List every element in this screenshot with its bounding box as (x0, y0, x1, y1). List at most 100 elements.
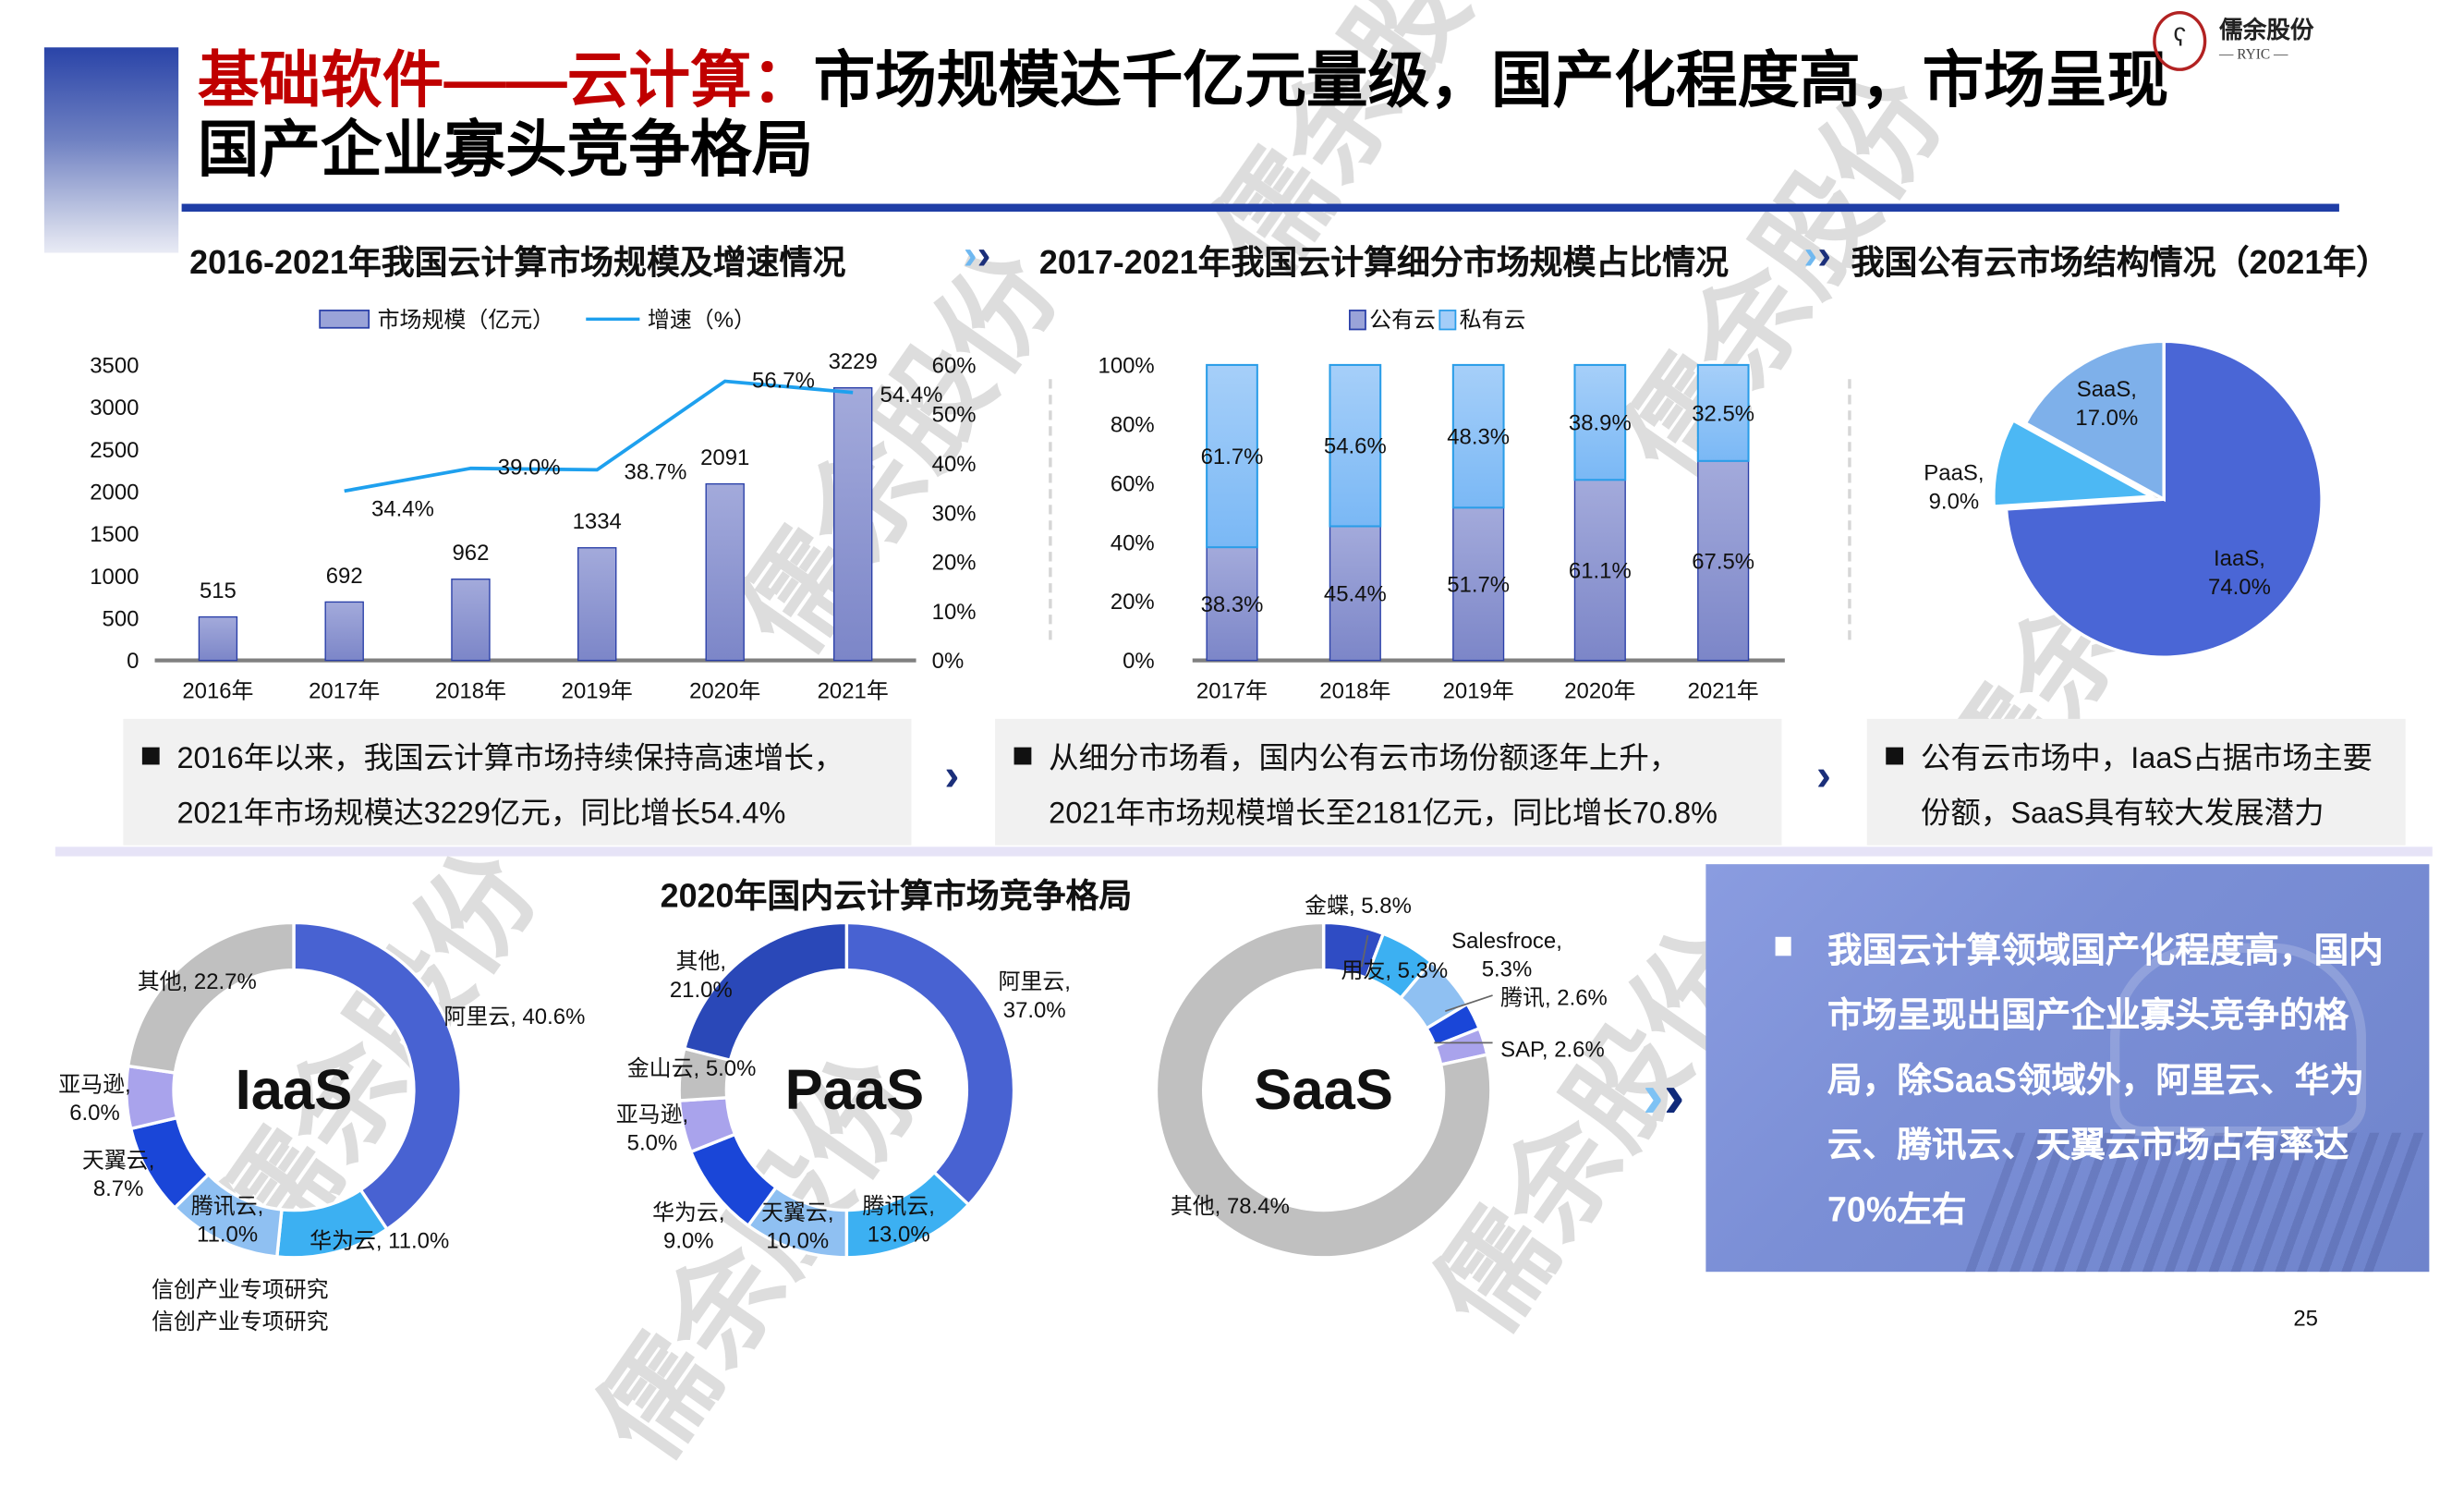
summary-box-2: 从细分市场看，国内公有云市场份额逐年上升， 2021年市场规模增长至2181亿元，… (995, 718, 1782, 846)
y-tick-left: 3000 (90, 396, 139, 420)
source-note: 信创产业专项研究 (152, 1308, 329, 1334)
bar (832, 386, 873, 662)
title-divider (181, 203, 2339, 213)
section-title-segment-share: 2017-2021年我国云计算细分市场规模占比情况 (1038, 244, 1730, 282)
slice-label: Salesfroce, 5.3% (1451, 927, 1562, 981)
y-tick: 100% (1098, 353, 1155, 378)
y-tick-right: 0% (932, 649, 965, 674)
slice-label: SaaS, 17.0% (2075, 375, 2139, 431)
private-value-label: 38.9% (1569, 411, 1632, 436)
chevron-right-icon: › (944, 750, 960, 800)
section-title-public-cloud: 我国公有云市场结构情况（2021年） (1851, 244, 2390, 282)
conclusion-text: 我国云计算领域国产化程度高，国内市场呈现出国产企业寡头竞争的格局，除SaaS领域… (1827, 930, 2384, 1230)
slice-label: 用友, 5.3% (1341, 957, 1449, 983)
legend-private-swatch (1438, 309, 1457, 330)
private-value-label: 48.3% (1447, 425, 1510, 450)
decorative-blue-block (43, 47, 179, 253)
legend-bar-swatch (319, 310, 370, 329)
summary-line: 2016年以来，我国云计算市场持续保持高速增长， (176, 742, 844, 776)
bar-value-label: 692 (326, 564, 363, 589)
slice-label: 腾讯云, 13.0% (862, 1192, 935, 1247)
slice-label: 亚马逊, 5.0% (615, 1101, 689, 1155)
summary-box-1: 2016年以来，我国云计算市场持续保持高速增长， 2021年市场规模达3229亿元… (123, 718, 912, 846)
slice-label: 阿里云, 40.6% (443, 1003, 586, 1029)
divider (1049, 379, 1052, 640)
public-value-label: 51.7% (1447, 573, 1510, 598)
bar (324, 601, 364, 662)
slice-其他 (126, 920, 296, 1075)
donut-center-paas: PaaS (784, 1056, 925, 1122)
y-tick-right: 20% (932, 551, 977, 576)
line-value-label: 34.4% (371, 497, 434, 522)
x-tick-label: 2021年 (1688, 679, 1759, 704)
chevron-right-icon: › (1816, 750, 1831, 800)
chart2-legend: 公有云 私有云 (1348, 303, 1525, 335)
slice-label: 华为云, 11.0% (310, 1227, 450, 1253)
slice-label: 腾讯, 2.6% (1500, 984, 1608, 1010)
donut-section-title: 2020年国内云计算市场竞争格局 (660, 878, 1133, 915)
bullet-icon (1775, 936, 1791, 956)
x-tick-label: 2017年 (309, 679, 380, 704)
section-band (55, 847, 2433, 857)
y-tick-left: 0 (127, 649, 139, 674)
y-tick-left: 2500 (90, 438, 139, 463)
bar-value-label: 2091 (700, 445, 749, 470)
bar-value-label: 515 (200, 579, 237, 603)
logo-mark-icon: ʕ (2153, 10, 2207, 71)
leader-line (1360, 934, 1369, 968)
slice-label: 亚马逊, 6.0% (58, 1071, 131, 1126)
bar-private (1206, 363, 1258, 549)
section-title-market-size: 2016-2021年我国云计算市场规模及增速情况 (189, 244, 846, 282)
bar-private (1329, 363, 1382, 528)
public-value-label: 38.3% (1201, 592, 1264, 617)
slice-其他 (682, 920, 849, 1063)
bar (577, 547, 617, 662)
slice-阿里云 (292, 920, 463, 1232)
y-tick: 40% (1111, 530, 1155, 555)
bar-private (1573, 363, 1627, 481)
legend-public-swatch (1348, 309, 1366, 330)
title-red-part: 基础软件——云计算： (197, 47, 814, 116)
conclusion-panel: 我国云计算领域国产化程度高，国内市场呈现出国产企业寡头竞争的格局，除SaaS领域… (1705, 864, 2430, 1273)
bar (198, 615, 238, 662)
private-value-label: 32.5% (1692, 401, 1754, 426)
y-tick-left: 500 (103, 606, 140, 631)
private-value-label: 61.7% (1201, 445, 1264, 469)
bar (705, 482, 745, 662)
title-black-part: 市场规模达千亿元量级，国产化程度高，市场呈现国产企业寡头竞争格局 (197, 47, 2169, 186)
legend-public-label: 公有云 (1369, 306, 1437, 333)
line-value-label: 38.7% (625, 460, 687, 485)
divider (1848, 379, 1851, 640)
y-tick: 20% (1111, 590, 1155, 615)
bar-private (1451, 363, 1505, 509)
y-tick-left: 3500 (90, 353, 139, 378)
bullet-icon (1886, 747, 1904, 765)
line-value-label: 39.0% (498, 456, 561, 481)
logo-name: 儒余股份 (2218, 17, 2314, 44)
x-tick-label: 2018年 (435, 679, 506, 704)
logo-subtitle: — RYIC — (2218, 45, 2288, 62)
slice-label: SAP, 2.6% (1500, 1036, 1605, 1062)
slice-label: 天翼云, 10.0% (761, 1199, 834, 1253)
summary-box-3: 公有云市场中，IaaS占据市场主要 份额，SaaS具有较大发展潜力 (1866, 718, 2406, 846)
slice-label: 腾讯云, 11.0% (190, 1192, 264, 1247)
charts-canvas: 0 500 1000 1500 2000 2500 3000 3500 0% 10% 20% 30% 4… (90, 339, 2324, 1260)
cloud-icon (2110, 943, 2366, 1137)
y-tick: 0% (1123, 649, 1155, 674)
slice-阿里云 (844, 920, 1016, 1208)
x-tick-label: 2016年 (182, 679, 253, 704)
bullet-icon (1014, 747, 1032, 765)
private-value-label: 54.6% (1324, 434, 1387, 459)
double-chevron-icon: ›› (963, 230, 991, 278)
x-tick-label: 2020年 (689, 679, 760, 704)
slice-label: 其他, 21.0% (669, 947, 733, 1002)
donut-center-iaas: IaaS (235, 1056, 353, 1122)
donut-center-saas: SaaS (1254, 1056, 1393, 1122)
slice-saas (2023, 339, 2166, 503)
bar (451, 579, 491, 662)
x-tick-label: 2018年 (1319, 679, 1390, 704)
slice-label: 天翼云, 8.7% (81, 1147, 155, 1201)
double-chevron-icon: ›› (1803, 230, 1832, 278)
slice-label: PaaS, 9.0% (1924, 459, 1985, 514)
line-value-label: 56.7% (752, 368, 815, 393)
